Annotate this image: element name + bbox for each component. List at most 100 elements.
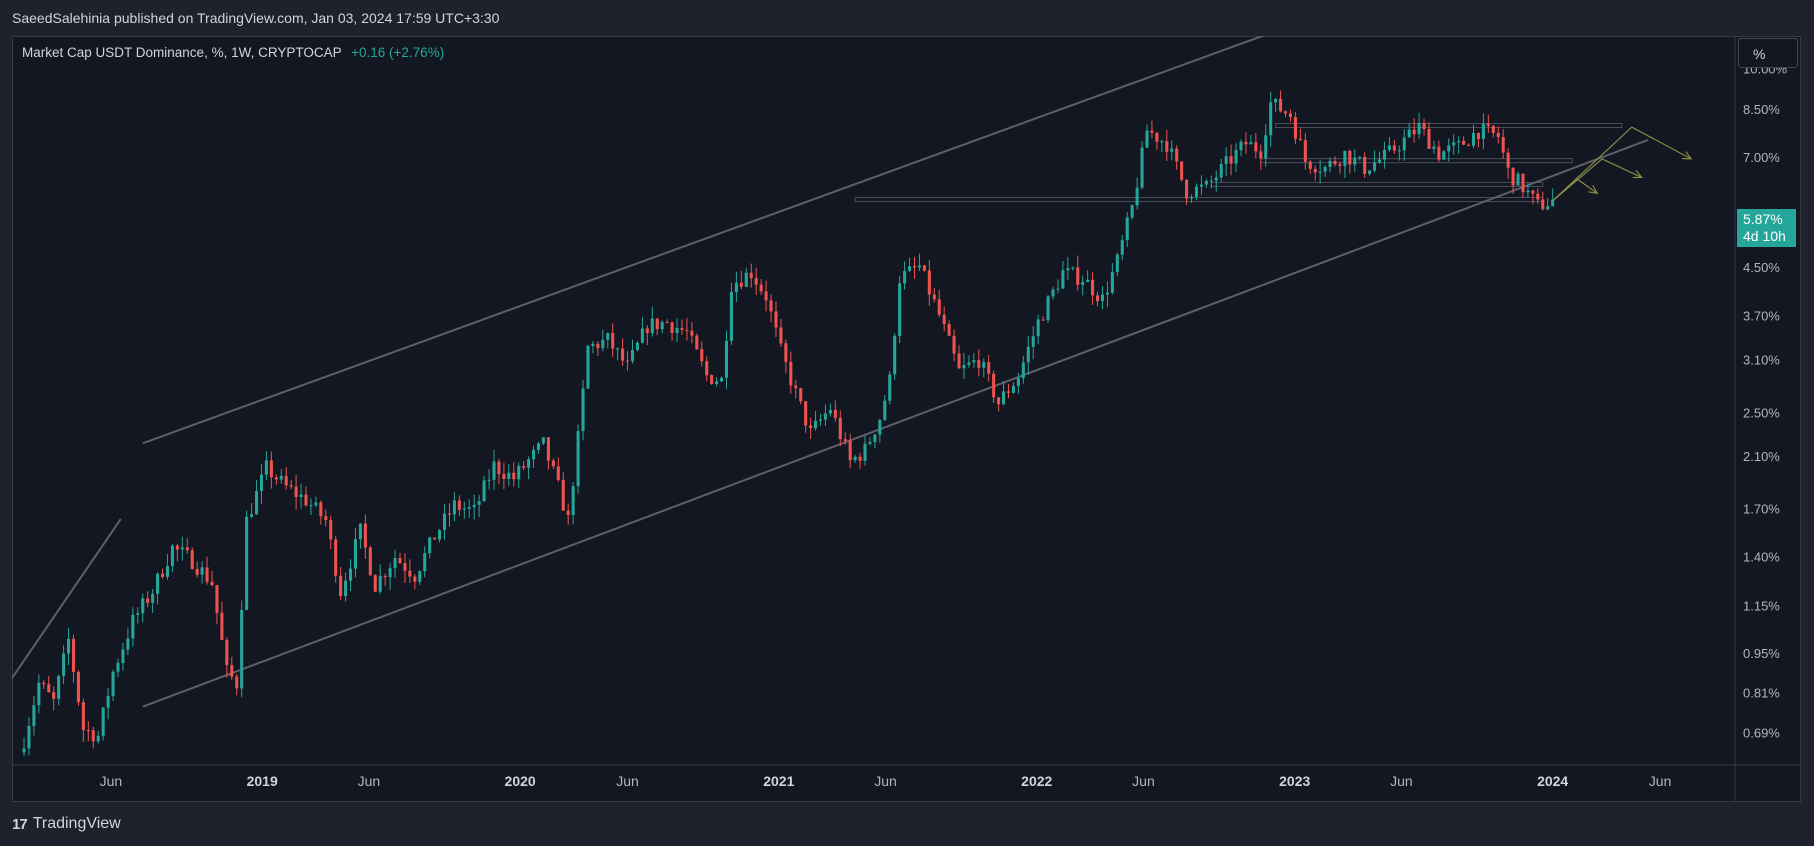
candle-body — [264, 460, 268, 475]
candle-body — [556, 466, 560, 480]
candle-body — [393, 558, 397, 569]
candle-body — [1491, 125, 1495, 133]
candle-body — [1471, 132, 1476, 146]
candle-body — [200, 567, 204, 575]
candle-body — [1526, 190, 1530, 193]
candle-body — [344, 580, 348, 597]
candle-body — [1091, 279, 1095, 296]
candle-body — [57, 676, 61, 699]
candle-body — [487, 479, 491, 481]
candle-body — [477, 501, 481, 505]
candle-body — [442, 513, 447, 531]
candle-body — [175, 545, 179, 550]
candle-body — [1358, 156, 1362, 158]
candle-body — [1274, 98, 1278, 103]
candle-body — [1288, 113, 1293, 118]
candle-body — [1501, 137, 1505, 153]
candle-body — [982, 362, 986, 368]
projection-arrowhead — [1588, 185, 1599, 195]
candle-body — [1130, 205, 1134, 218]
tradingview-logo-icon: 17 — [12, 815, 28, 833]
candle-body — [912, 266, 917, 268]
candle-body — [1363, 156, 1367, 174]
candle-body — [873, 434, 877, 443]
price-chart[interactable]: 10.00%8.50%7.00%4.50%3.70%3.10%2.50%2.10… — [12, 36, 1801, 802]
candle-body — [823, 413, 827, 420]
candle-body — [353, 539, 358, 569]
time-tick-label: Jun — [358, 773, 381, 789]
candle-body — [670, 322, 674, 333]
candle-body — [749, 272, 753, 279]
candle-body — [650, 318, 654, 334]
candle-body — [606, 333, 610, 340]
candle-body — [833, 409, 837, 418]
candle-body — [165, 566, 170, 577]
candle-body — [581, 388, 585, 432]
candle-body — [1462, 140, 1466, 145]
candle-body — [254, 491, 259, 515]
candle-body — [1328, 160, 1332, 167]
time-tick-label: 2024 — [1537, 773, 1568, 789]
candle-body — [972, 360, 976, 363]
candle-body — [789, 361, 793, 386]
candle-body — [1541, 199, 1545, 210]
candle-body — [457, 500, 461, 510]
level-box — [1210, 181, 1544, 187]
candle-body — [705, 361, 709, 376]
candle-body — [616, 348, 620, 350]
candle-body — [630, 350, 635, 362]
candle-body — [724, 340, 729, 378]
candle-body — [106, 696, 110, 708]
candle-body — [888, 374, 892, 401]
candle-body — [734, 282, 738, 292]
candle-body — [304, 494, 308, 506]
candle-body — [1279, 98, 1283, 112]
candle-body — [1333, 160, 1337, 165]
candle-body — [294, 486, 298, 497]
candle-body — [86, 730, 90, 732]
candle-body — [1506, 152, 1510, 168]
candle-body — [220, 612, 224, 640]
tradingview-brand[interactable]: 17 TradingView — [12, 815, 121, 833]
price-tick-label: 3.70% — [1743, 308, 1780, 323]
candle-body — [1447, 145, 1451, 152]
candle-body — [1036, 319, 1040, 337]
candle-body — [1283, 111, 1288, 114]
percent-scale-button[interactable]: % — [1738, 38, 1798, 68]
candle-body — [1160, 141, 1164, 143]
publisher-header: SaeedSalehinia published on TradingView.… — [12, 10, 500, 26]
candle-body — [566, 510, 570, 516]
price-tick-label: 8.50% — [1743, 102, 1780, 117]
candle-body — [1219, 163, 1223, 178]
candle-body — [284, 476, 288, 486]
candle-body — [136, 613, 140, 615]
symbol-legend: Market Cap USDT Dominance, %, 1W, CRYPTO… — [22, 45, 444, 60]
candle-body — [1368, 170, 1372, 174]
candle-body — [467, 507, 471, 509]
candle-body — [1521, 173, 1525, 193]
time-tick-label: 2019 — [247, 773, 278, 789]
time-tick-label: 2021 — [763, 773, 794, 789]
candle-body — [779, 327, 783, 344]
candle-body — [1165, 141, 1169, 152]
candle-body — [131, 614, 135, 639]
candle-body — [1457, 140, 1461, 143]
time-tick-label: Jun — [1390, 773, 1413, 789]
candle-body — [1115, 254, 1119, 272]
candle-body — [561, 479, 565, 511]
candle-body — [1214, 177, 1218, 181]
candle-body — [754, 278, 758, 285]
last-price-value: 5.87% — [1743, 211, 1783, 227]
candle-body — [759, 284, 763, 292]
candle-body — [240, 609, 244, 689]
candle-body — [1353, 157, 1357, 165]
candle-body — [908, 266, 912, 271]
candle-body — [794, 385, 798, 389]
candle-body — [739, 282, 743, 287]
candle-body — [1417, 122, 1421, 135]
candle-body — [1244, 141, 1248, 145]
candle-body — [250, 514, 254, 517]
candle-body — [482, 480, 486, 502]
candle-body — [868, 442, 872, 444]
projection-path — [1552, 158, 1642, 202]
